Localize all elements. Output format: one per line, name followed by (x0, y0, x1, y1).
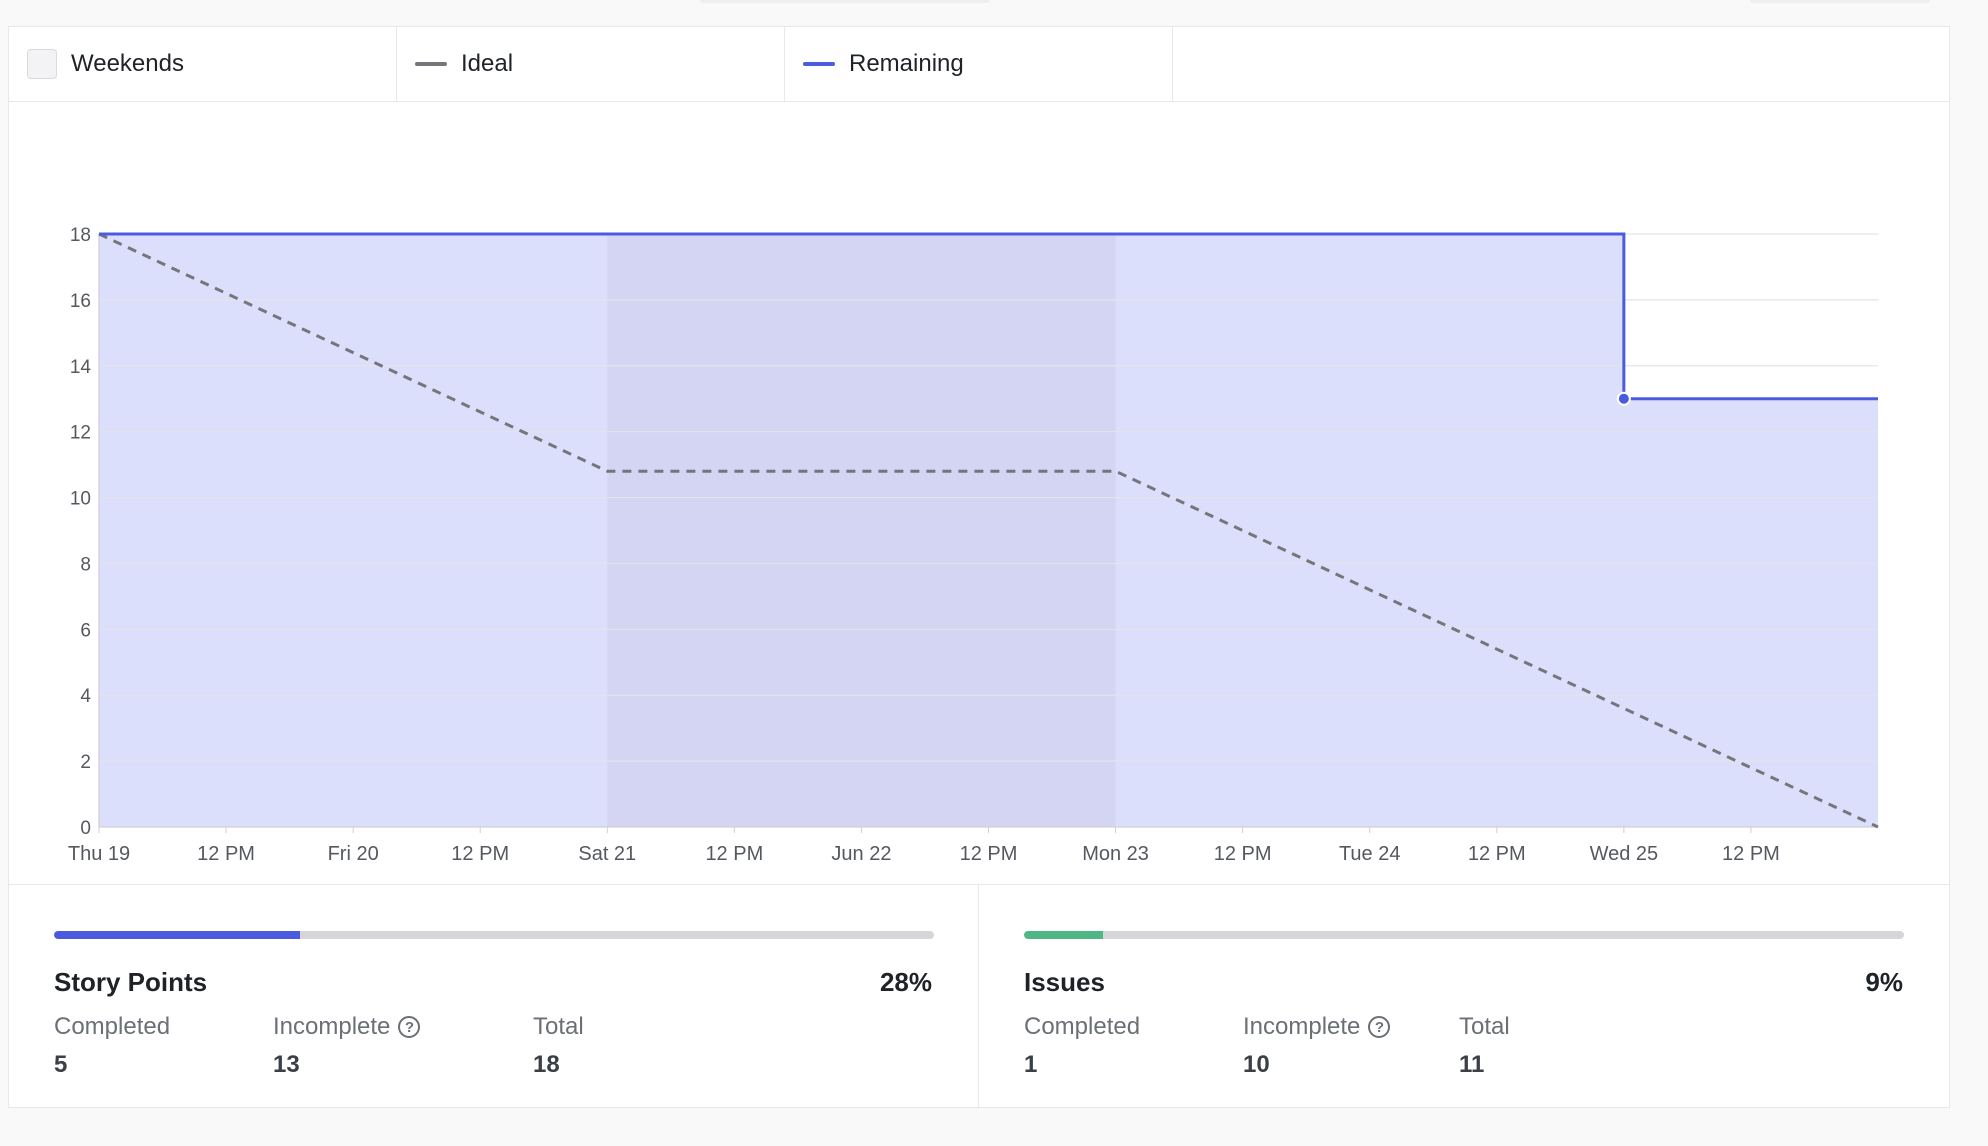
x-tick-label: 12 PM (705, 843, 763, 865)
incomplete-label-row: Incomplete ? (1243, 1013, 1391, 1041)
y-tick-label: 4 (80, 686, 91, 707)
total-value: 18 (533, 1051, 560, 1078)
incomplete-label: Incomplete (273, 1013, 391, 1040)
legend-ideal-label: Ideal (461, 50, 514, 77)
incomplete-value: 10 (1243, 1051, 1270, 1078)
y-tick-label: 16 (70, 291, 91, 312)
weekends-checkbox[interactable] (27, 49, 57, 79)
x-tick-label: 12 PM (1722, 843, 1780, 865)
chart-legend: Weekends Ideal Remaining (9, 27, 1949, 102)
issues-progress-fill (1024, 931, 1104, 939)
x-tick-label: 12 PM (197, 843, 255, 865)
total-label: Total (533, 1013, 584, 1040)
y-tick-label: 12 (70, 423, 91, 444)
completed-label: Completed (54, 1013, 171, 1040)
ideal-line-swatch-icon (415, 62, 447, 66)
total-label: Total (1459, 1013, 1510, 1040)
x-tick-label: Sat 21 (578, 843, 636, 865)
story-points-incomplete: Incomplete ? 13 (273, 1013, 421, 1079)
story-points-title: Story Points (54, 967, 208, 997)
completed-value: 1 (1024, 1051, 1038, 1078)
total-value: 11 (1459, 1051, 1485, 1078)
top-strip (0, 0, 1988, 26)
issues-progress-bar (1024, 931, 1904, 939)
incomplete-label: Incomplete (1243, 1013, 1361, 1040)
remaining-line-swatch-icon (803, 62, 835, 66)
remaining-line (99, 232, 1878, 401)
y-tick-label: 10 (70, 489, 91, 510)
issues-title: Issues (1024, 967, 1105, 997)
tab-shadow (1750, 0, 1930, 3)
stats-section: Story Points 28% Completed 5 Incomplete … (9, 884, 1949, 1109)
issues-percent: 9% (1865, 967, 1903, 997)
x-tick-label: 12 PM (1214, 843, 1272, 865)
x-tick-label: Fri 20 (328, 843, 379, 865)
legend-weekends-label: Weekends (71, 50, 184, 77)
issues-completed: Completed 1 (1024, 1013, 1140, 1079)
incomplete-label-row: Incomplete ? (273, 1013, 421, 1041)
y-tick-label: 2 (80, 752, 91, 773)
story-points-percent: 28% (879, 967, 932, 997)
story-points-card: Story Points 28% Completed 5 Incomplete … (9, 885, 979, 1109)
story-points-progress-fill (54, 931, 301, 939)
x-tick-label: Tue 24 (1339, 843, 1401, 865)
completed-label: Completed (1024, 1013, 1141, 1040)
remaining-point-marker (1616, 391, 1631, 406)
issues-incomplete: Incomplete ? 10 (1243, 1013, 1391, 1079)
legend-remaining-label: Remaining (849, 50, 964, 77)
x-tick-label: Jun 22 (831, 843, 891, 865)
y-tick-label: 14 (70, 357, 92, 378)
x-tick-label: Thu 19 (68, 843, 130, 865)
y-tick-label: 8 (80, 554, 91, 575)
ideal-line (98, 232, 1879, 829)
burndown-chart-svg: 0 2 4 6 8 10 12 14 16 18 Thu 19 12 PM Fri 20 12 PM Sat… (68, 225, 1879, 865)
y-tick-label: 18 (70, 225, 91, 246)
issues-card: Issues 9% Completed 1 Incomplete ? 10 To… (979, 885, 1949, 1109)
x-tick-label: Mon 23 (1082, 843, 1149, 865)
weekend-band (607, 234, 1116, 827)
story-points-progress-bar (54, 931, 934, 939)
x-tick-label: Wed 25 (1590, 843, 1659, 865)
issues-total: Total 11 (1459, 1013, 1510, 1079)
completed-value: 5 (54, 1051, 68, 1078)
x-tick-label: 12 PM (1468, 843, 1526, 865)
incomplete-value: 13 (273, 1051, 300, 1078)
legend-weekends-toggle[interactable]: Weekends (9, 27, 397, 101)
x-tick-label: 12 PM (451, 843, 509, 865)
help-circle-icon[interactable]: ? (1368, 1016, 1391, 1038)
y-tick-label: 0 (80, 818, 91, 839)
legend-ideal-toggle[interactable]: Ideal (397, 27, 785, 101)
tab-shadow (700, 0, 990, 3)
x-tick-label: 12 PM (960, 843, 1018, 865)
burndown-chart: 0 2 4 6 8 10 12 14 16 18 Thu 19 12 PM Fri 20 12 PM Sat… (9, 102, 1949, 910)
y-tick-label: 6 (80, 620, 91, 641)
story-points-total: Total 18 (533, 1013, 584, 1079)
story-points-completed: Completed 5 (54, 1013, 170, 1079)
help-circle-icon[interactable]: ? (398, 1016, 421, 1038)
legend-remaining-toggle[interactable]: Remaining (785, 27, 1173, 101)
burndown-panel: Weekends Ideal Remaining 0 2 4 6 8 10 12 14 16 18… (8, 26, 1950, 1109)
